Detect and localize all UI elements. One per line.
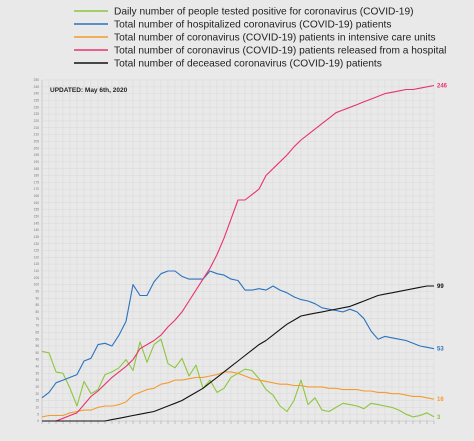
y-tick-label: 80 <box>35 310 39 314</box>
y-tick-label: 155 <box>34 208 40 212</box>
y-tick-label: 25 <box>35 385 39 389</box>
y-tick-label: 205 <box>34 139 40 143</box>
y-tick-label: 115 <box>34 262 39 266</box>
chart-axes: 0 5 10 15 20 25 30 35 40 45 50 55 60 65 70 75 80 85 90 95 10… <box>34 78 435 424</box>
y-tick-label: 210 <box>34 133 40 137</box>
end-label-1: 53 <box>437 347 444 353</box>
y-tick-label: 65 <box>35 330 39 334</box>
end-label-2: 16 <box>437 397 444 403</box>
y-tick-label: 100 <box>34 283 40 287</box>
y-tick-label: 220 <box>34 119 40 123</box>
series-line-2 <box>41 371 435 418</box>
legend-label-2: Total number of coronavirus (COVID-19) p… <box>114 33 436 44</box>
end-labels: 3 53 16 246 99 <box>437 83 448 420</box>
y-tick-label: 55 <box>35 344 39 348</box>
y-tick-label: 250 <box>34 78 40 82</box>
updated-annotation: UPDATED: May 6th, 2020 <box>50 87 128 94</box>
y-tick-label: 190 <box>34 160 40 164</box>
y-tick-label: 125 <box>34 249 40 253</box>
series-line-3 <box>42 84 435 422</box>
end-label-3: 246 <box>437 83 448 89</box>
y-tick-label: 5 <box>37 412 39 416</box>
y-tick-label: 75 <box>35 317 39 321</box>
legend-label-4: Total number of deceased coronavirus (CO… <box>114 59 382 70</box>
y-tick-label: 30 <box>35 378 39 382</box>
y-tick-label: 40 <box>35 365 39 369</box>
y-tick-label: 215 <box>34 126 40 130</box>
y-tick-label: 135 <box>34 235 40 239</box>
y-tick-label: 60 <box>35 337 39 341</box>
y-tick-label: 15 <box>35 399 39 403</box>
y-tick-label: 180 <box>34 174 40 178</box>
y-tick-label: 50 <box>35 351 39 355</box>
y-tick-label: 10 <box>35 405 39 409</box>
y-tick-label: 240 <box>34 92 40 96</box>
y-tick-label: 225 <box>34 112 40 116</box>
y-tick-label: 0 <box>37 419 39 423</box>
end-label-0: 3 <box>437 415 441 421</box>
y-tick-label: 130 <box>34 242 40 246</box>
end-label-4: 99 <box>437 284 444 290</box>
chart-grid <box>41 79 435 422</box>
y-tick-label: 200 <box>34 146 40 150</box>
y-tick-label: 145 <box>34 221 40 225</box>
y-tick-label: 110 <box>34 269 39 273</box>
y-tick-label: 70 <box>35 324 39 328</box>
y-tick-label: 175 <box>34 180 40 184</box>
y-tick-label: 85 <box>35 303 39 307</box>
series-group <box>41 84 435 422</box>
y-tick-label: 185 <box>34 167 40 171</box>
y-tick-label: 235 <box>34 99 40 103</box>
y-tick-label: 35 <box>35 371 39 375</box>
y-tick-label: 160 <box>34 201 40 205</box>
y-tick-label: 165 <box>34 194 40 198</box>
series-line-4 <box>42 285 434 422</box>
y-tick-label: 150 <box>34 215 40 219</box>
y-tick-label: 230 <box>34 105 40 109</box>
legend: Daily number of people tested positive f… <box>74 7 446 70</box>
y-tick-label: 195 <box>34 153 40 157</box>
legend-label-1: Total number of hospitalized coronavirus… <box>114 20 391 31</box>
y-tick-label: 245 <box>34 85 40 89</box>
y-tick-label: 140 <box>34 228 40 232</box>
legend-label-3: Total number of coronavirus (COVID-19) p… <box>114 46 446 57</box>
y-tick-label: 95 <box>35 290 39 294</box>
y-tick-label: 90 <box>35 296 39 300</box>
y-tick-label: 20 <box>35 392 39 396</box>
series-line-1 <box>41 270 435 399</box>
legend-label-0: Daily number of people tested positive f… <box>114 7 414 18</box>
y-tick-label: 120 <box>34 255 40 259</box>
y-tick-label: 105 <box>34 276 40 280</box>
y-tick-label: 170 <box>34 187 40 191</box>
y-tick-label: 45 <box>35 358 39 362</box>
